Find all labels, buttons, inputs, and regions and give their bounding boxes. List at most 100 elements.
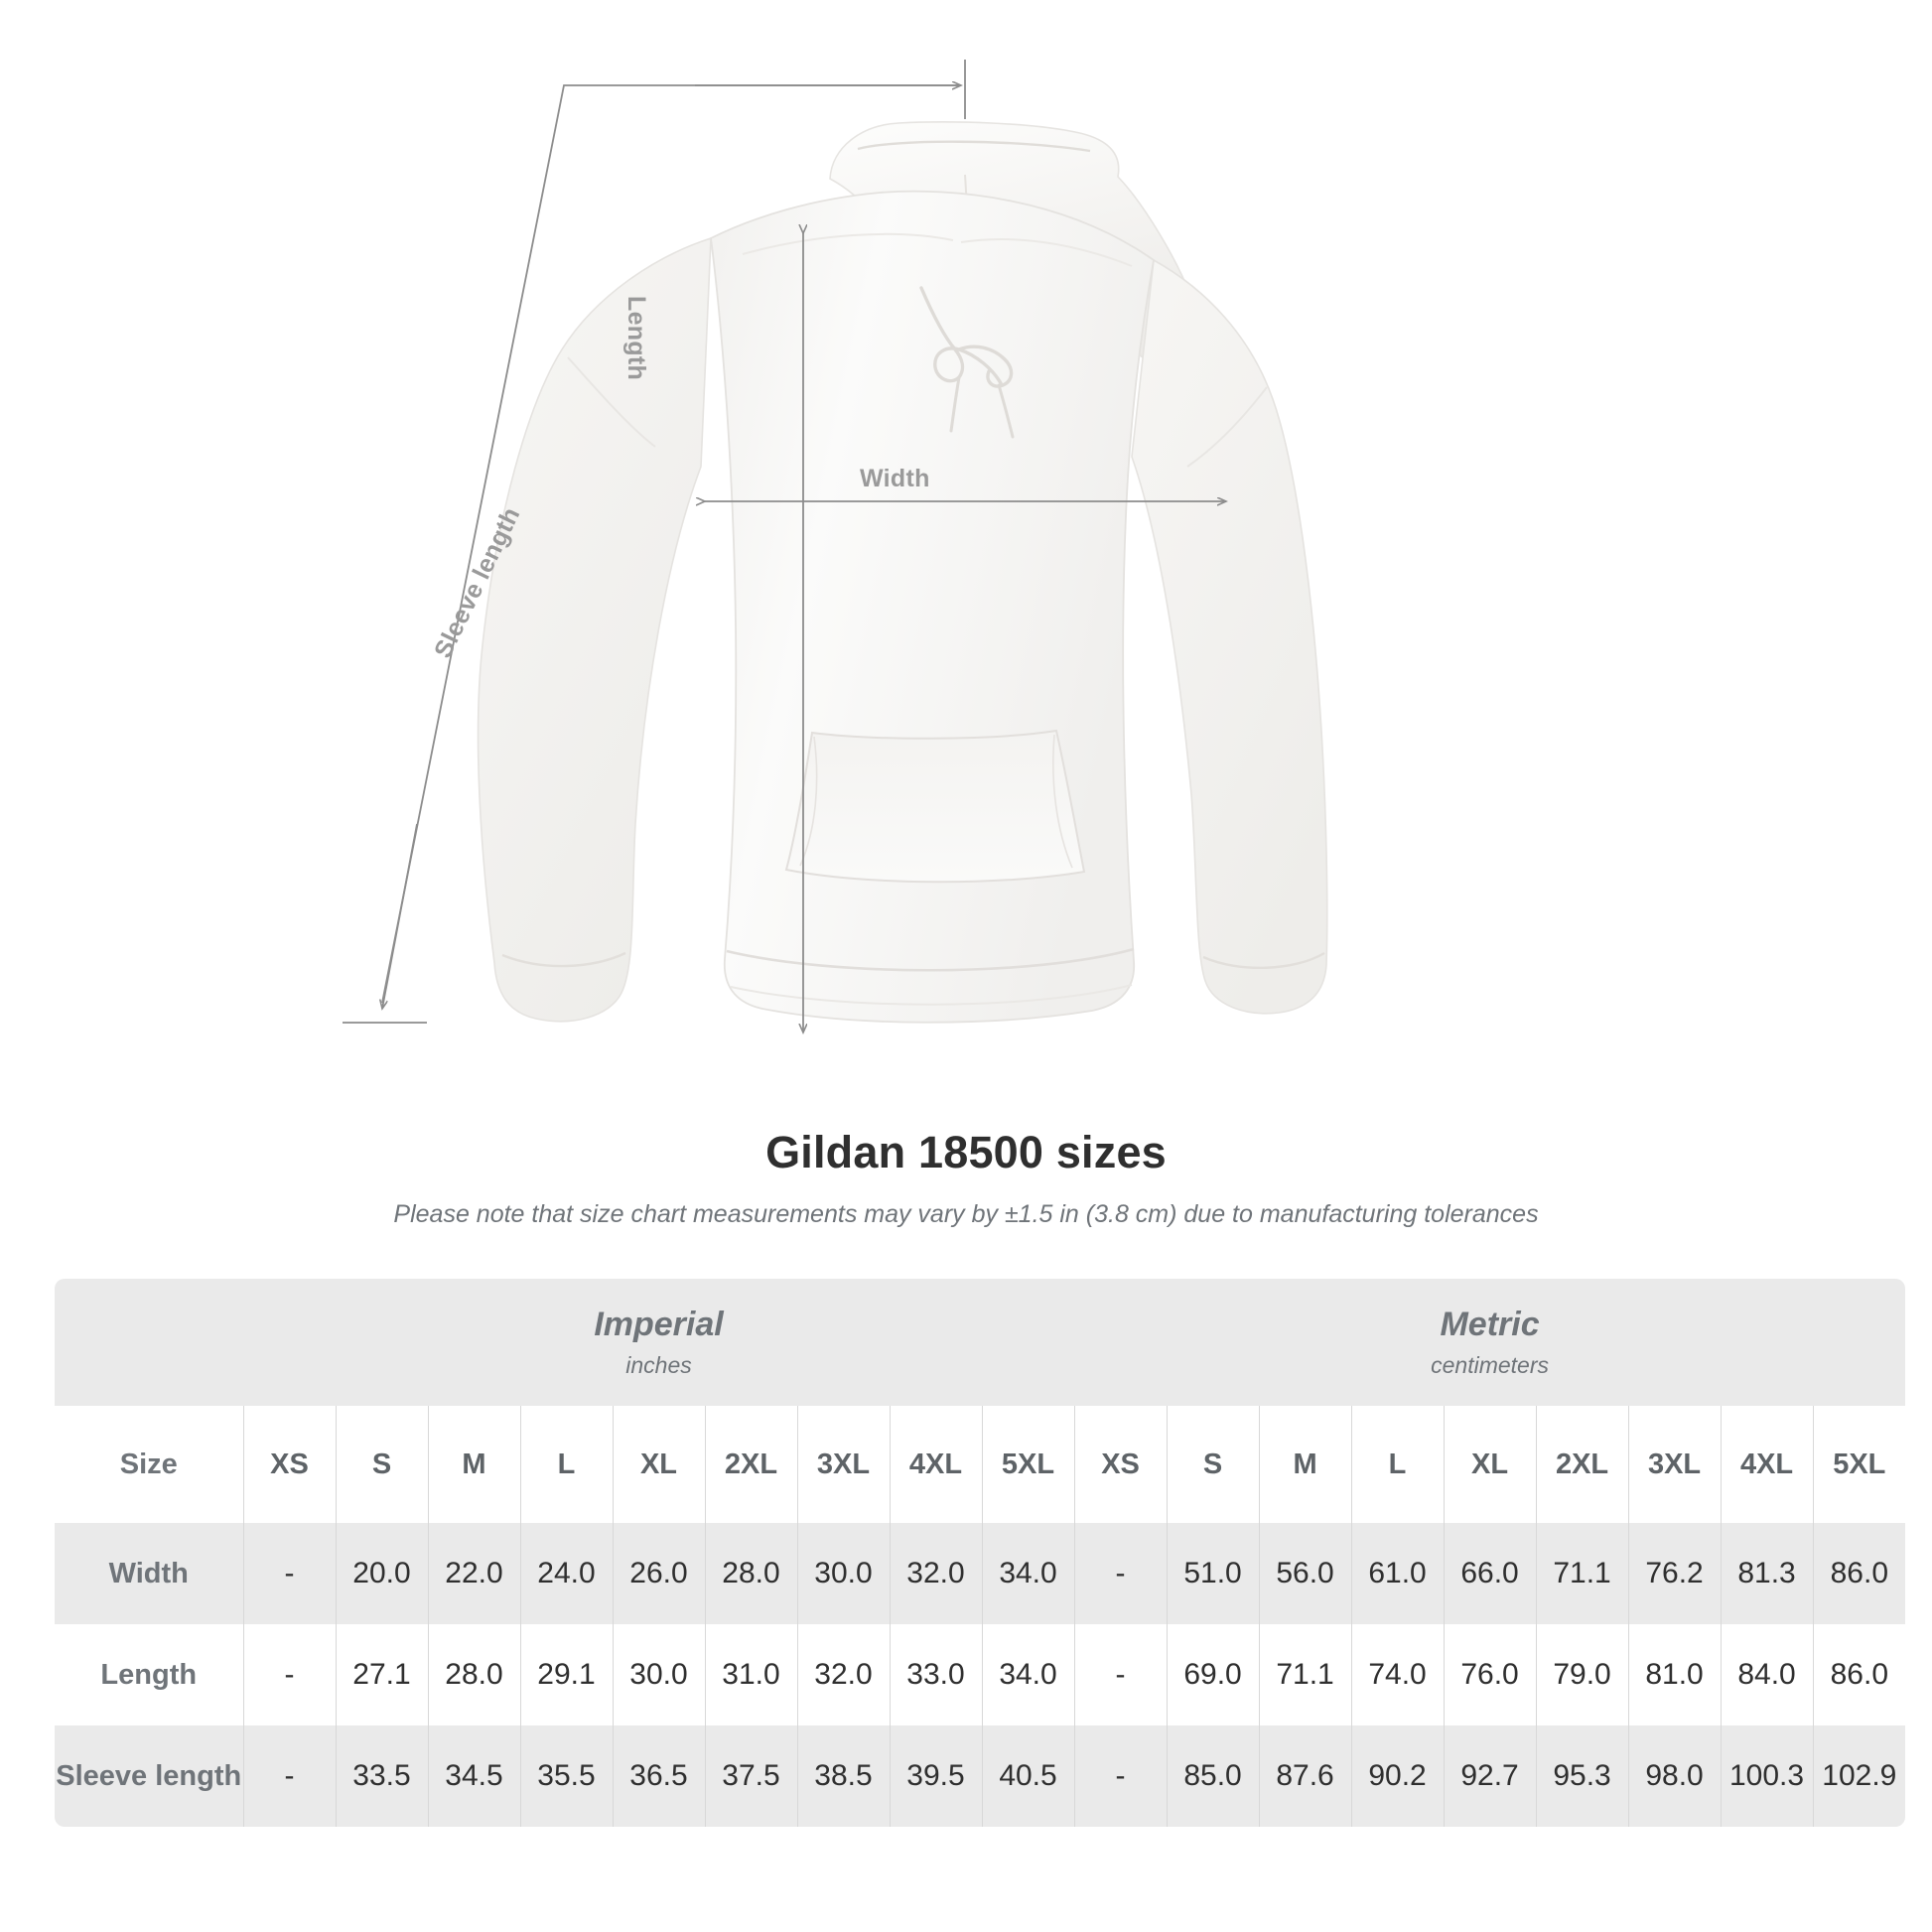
unit-group-metric-sub: centimeters (1431, 1351, 1549, 1378)
unit-group-metric-name: Metric (1440, 1306, 1540, 1344)
unit-head-spacer (55, 1279, 243, 1406)
column-header-metric-xl: XL (1443, 1406, 1537, 1523)
cell-sleeve-metric-xl: 92.7 (1443, 1725, 1537, 1827)
cell-width-metric-s: 51.0 (1166, 1523, 1260, 1624)
column-header-imperial-xs: XS (242, 1406, 336, 1523)
tolerance-note: Please note that size chart measurements… (393, 1200, 1539, 1228)
cell-sleeve-metric-l: 90.2 (1350, 1725, 1445, 1827)
cell-length-imperial-4xl: 33.0 (889, 1624, 982, 1725)
cell-width-imperial-4xl: 32.0 (889, 1523, 982, 1624)
cell-sleeve-metric-2xl: 95.3 (1535, 1725, 1629, 1827)
unit-group-imperial: Imperial inches (243, 1279, 1075, 1406)
cell-sleeve-imperial-s: 33.5 (335, 1725, 428, 1827)
cell-width-imperial-2xl: 28.0 (704, 1523, 797, 1624)
cell-width-metric-4xl: 81.3 (1720, 1523, 1814, 1624)
cell-length-imperial-3xl: 32.0 (796, 1624, 890, 1725)
page-title: Gildan 18500 sizes (765, 1127, 1167, 1177)
size-header-row: Size XS S M L XL 2XL 3XL 4XL 5XL XS S M … (55, 1406, 1906, 1523)
column-header-metric-l: L (1350, 1406, 1445, 1523)
cell-width-metric-3xl: 76.2 (1627, 1523, 1722, 1624)
size-chart-table: Imperial inches Metric centimeters Size … (55, 1279, 1906, 1827)
cell-width-imperial-m: 22.0 (427, 1523, 520, 1624)
column-header-metric-m: M (1258, 1406, 1352, 1523)
cell-sleeve-imperial-5xl: 40.5 (981, 1725, 1075, 1827)
cell-sleeve-imperial-xs: - (242, 1725, 336, 1827)
column-header-metric-s: S (1166, 1406, 1260, 1523)
width-label: Width (860, 465, 930, 492)
cell-width-imperial-s: 20.0 (335, 1523, 428, 1624)
cell-length-metric-4xl: 84.0 (1720, 1624, 1814, 1725)
cell-width-metric-5xl: 86.0 (1812, 1523, 1906, 1624)
hoodie-drawing (343, 60, 1328, 1122)
cell-sleeve-imperial-l: 35.5 (519, 1725, 613, 1827)
column-header-imperial-2xl: 2XL (704, 1406, 797, 1523)
column-header-imperial-m: M (427, 1406, 520, 1523)
cell-length-imperial-5xl: 34.0 (981, 1624, 1075, 1725)
chart-caption: Gildan 18500 sizes Please note that size… (0, 1127, 1932, 1229)
unit-group-row: Imperial inches Metric centimeters (55, 1279, 1906, 1406)
cell-width-imperial-xl: 26.0 (612, 1523, 705, 1624)
cell-width-metric-2xl: 71.1 (1535, 1523, 1629, 1624)
cell-length-metric-xs: - (1073, 1624, 1168, 1725)
cell-sleeve-metric-m: 87.6 (1258, 1725, 1352, 1827)
cell-length-metric-xl: 76.0 (1443, 1624, 1537, 1725)
column-header-metric-3xl: 3XL (1627, 1406, 1722, 1523)
cell-sleeve-metric-5xl: 102.9 (1812, 1725, 1906, 1827)
sleeve-arrow-bottom (382, 823, 418, 1009)
cell-length-imperial-xs: - (242, 1624, 336, 1725)
cell-length-imperial-l: 29.1 (519, 1624, 613, 1725)
cell-width-imperial-3xl: 30.0 (796, 1523, 890, 1624)
cell-width-imperial-l: 24.0 (519, 1523, 613, 1624)
column-header-imperial-3xl: 3XL (796, 1406, 890, 1523)
unit-group-imperial-name: Imperial (594, 1306, 724, 1344)
cell-length-metric-3xl: 81.0 (1627, 1624, 1722, 1725)
cell-width-metric-m: 56.0 (1258, 1523, 1352, 1624)
column-header-metric-xs: XS (1073, 1406, 1168, 1523)
row-label-sleeve-length: Sleeve length (56, 1759, 242, 1792)
column-header-imperial-xl: XL (612, 1406, 705, 1523)
cell-sleeve-imperial-2xl: 37.5 (704, 1725, 797, 1827)
cell-sleeve-imperial-m: 34.5 (427, 1725, 520, 1827)
column-header-metric-5xl: 5XL (1812, 1406, 1906, 1523)
column-header-imperial-l: L (519, 1406, 613, 1523)
cell-width-metric-xl: 66.0 (1443, 1523, 1537, 1624)
table-row: Length - 27.1 28.0 29.1 30.0 31.0 32.0 3… (55, 1624, 1906, 1725)
cell-length-imperial-s: 27.1 (335, 1624, 428, 1725)
column-header-size: Size (119, 1448, 178, 1480)
cell-length-metric-2xl: 79.0 (1535, 1624, 1629, 1725)
cell-length-metric-l: 74.0 (1350, 1624, 1445, 1725)
cell-length-imperial-xl: 30.0 (612, 1624, 705, 1725)
cell-width-metric-l: 61.0 (1350, 1523, 1445, 1624)
table-row: Sleeve length - 33.5 34.5 35.5 36.5 37.5… (55, 1725, 1906, 1827)
cell-length-imperial-2xl: 31.0 (704, 1624, 797, 1725)
table-row: Width - 20.0 22.0 24.0 26.0 28.0 30.0 32… (55, 1523, 1906, 1624)
cell-width-metric-xs: - (1073, 1523, 1168, 1624)
unit-group-metric: Metric centimeters (1074, 1279, 1906, 1406)
column-header-imperial-4xl: 4XL (889, 1406, 982, 1523)
row-label-width: Width (108, 1557, 189, 1589)
column-header-metric-2xl: 2XL (1535, 1406, 1629, 1523)
cell-sleeve-metric-3xl: 98.0 (1627, 1725, 1722, 1827)
cell-sleeve-imperial-4xl: 39.5 (889, 1725, 982, 1827)
unit-group-imperial-sub: inches (625, 1351, 692, 1378)
cell-width-imperial-5xl: 34.0 (981, 1523, 1075, 1624)
column-header-imperial-s: S (335, 1406, 428, 1523)
cell-sleeve-metric-s: 85.0 (1166, 1725, 1260, 1827)
cell-sleeve-imperial-3xl: 38.5 (796, 1725, 890, 1827)
cell-sleeve-imperial-xl: 36.5 (612, 1725, 705, 1827)
hoodie-artwork (477, 121, 1328, 1024)
cell-sleeve-metric-4xl: 100.3 (1720, 1725, 1814, 1827)
column-header-metric-4xl: 4XL (1720, 1406, 1814, 1523)
cell-sleeve-metric-xs: - (1073, 1725, 1168, 1827)
cell-width-imperial-xs: - (242, 1523, 336, 1624)
length-label: Length (622, 296, 650, 381)
measurement-lines (343, 60, 1226, 1033)
row-label-length: Length (100, 1658, 198, 1691)
garment-illustration: Length Width Sleeve length (343, 60, 1328, 1122)
column-header-imperial-5xl: 5XL (981, 1406, 1075, 1523)
cell-length-metric-5xl: 86.0 (1812, 1624, 1906, 1725)
cell-length-imperial-m: 28.0 (427, 1624, 520, 1725)
cell-length-metric-s: 69.0 (1166, 1624, 1260, 1725)
cell-length-metric-m: 71.1 (1258, 1624, 1352, 1725)
